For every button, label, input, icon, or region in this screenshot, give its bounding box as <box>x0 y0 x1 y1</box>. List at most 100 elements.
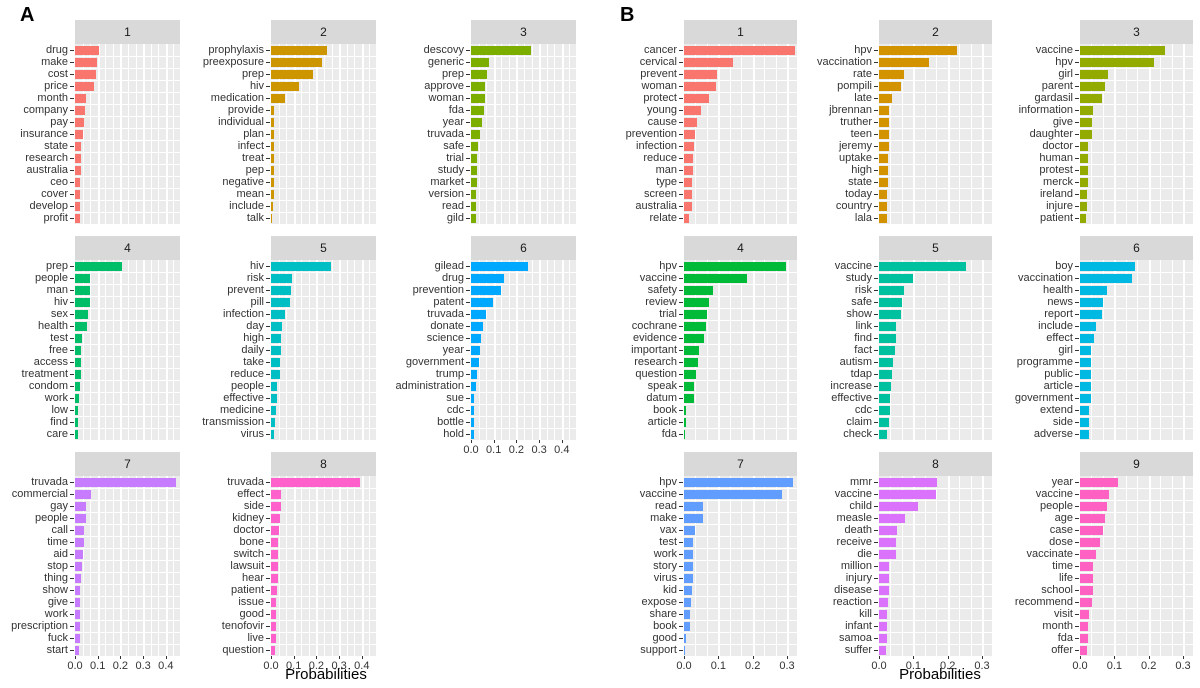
category-label: generic <box>427 56 464 68</box>
minor-gridline <box>369 44 371 224</box>
minor-gridline <box>501 260 503 440</box>
category-gridline <box>1080 92 1193 93</box>
category-label: test <box>659 536 677 548</box>
category-gridline <box>684 176 797 177</box>
category-tick-mark <box>1075 146 1079 147</box>
category-tick-mark <box>466 218 470 219</box>
facet-header-topic-B6: 6 <box>1080 236 1193 260</box>
minor-gridline <box>764 44 766 224</box>
category-label: vaccination <box>816 56 872 68</box>
probability-bar <box>1080 345 1091 355</box>
probability-bar <box>879 597 888 607</box>
major-gridline <box>293 44 296 224</box>
category-tick-mark <box>266 410 270 411</box>
minor-gridline <box>486 44 488 224</box>
category-label: price <box>44 80 68 92</box>
category-tick-mark <box>266 590 270 591</box>
probability-bar <box>471 93 486 103</box>
category-gridline <box>1080 344 1193 345</box>
probability-bar <box>471 369 478 379</box>
category-tick-mark <box>1075 362 1079 363</box>
probability-bar <box>271 561 278 571</box>
category-tick-mark <box>679 614 683 615</box>
x-axis-tick-label: 0.3 <box>1175 660 1191 672</box>
probability-bar <box>271 525 279 535</box>
category-gridline <box>471 116 576 117</box>
minor-gridline <box>764 260 766 440</box>
category-label: prep <box>441 68 464 80</box>
category-tick-mark <box>1075 194 1079 195</box>
facet-header-topic-A4: 4 <box>75 236 180 260</box>
category-label: public <box>1044 368 1073 380</box>
category-tick-mark <box>1075 554 1079 555</box>
category-gridline <box>75 320 180 321</box>
major-gridline <box>1183 476 1186 656</box>
major-gridline <box>97 44 100 224</box>
minor-gridline <box>82 260 84 440</box>
category-label: child <box>849 500 872 512</box>
probability-bar <box>75 69 96 79</box>
category-tick-mark <box>1075 410 1079 411</box>
category-gridline <box>684 644 797 645</box>
category-tick-mark <box>266 218 270 219</box>
category-tick-mark <box>466 182 470 183</box>
category-gridline <box>684 428 797 429</box>
category-label: study <box>437 164 464 176</box>
category-gridline <box>271 524 376 525</box>
category-gridline <box>879 68 992 69</box>
category-gridline <box>879 272 992 273</box>
probability-bar <box>684 585 692 595</box>
category-label: merck <box>1043 176 1073 188</box>
category-gridline <box>684 620 797 621</box>
probability-bar <box>75 273 91 283</box>
panel-b-label: B <box>620 4 635 26</box>
category-tick-mark <box>70 434 74 435</box>
minor-gridline <box>105 44 107 224</box>
category-gridline <box>75 356 180 357</box>
category-label: thing <box>44 572 68 584</box>
category-tick-mark <box>874 266 878 267</box>
category-tick-mark <box>1075 158 1079 159</box>
category-gridline <box>684 152 797 153</box>
probability-bar <box>879 477 937 487</box>
x-axis-tick-mark <box>913 656 915 659</box>
category-gridline <box>684 392 797 393</box>
category-gridline <box>1080 164 1193 165</box>
category-tick-mark <box>266 614 270 615</box>
category-label: mean <box>236 188 264 200</box>
minor-gridline <box>369 260 371 440</box>
category-gridline <box>75 200 180 201</box>
category-label: market <box>430 176 464 188</box>
probability-bar <box>1080 381 1091 391</box>
category-gridline <box>471 152 576 153</box>
facet-header-topic-B4: 4 <box>684 236 797 260</box>
probability-bar <box>1080 537 1101 547</box>
x-axis-tick-label: 0.2 <box>745 660 761 672</box>
x-axis-tick-mark <box>97 656 99 659</box>
category-tick-mark <box>874 566 878 567</box>
minor-gridline <box>158 44 160 224</box>
category-gridline <box>271 584 376 585</box>
probability-bar <box>1080 129 1092 139</box>
probability-bar <box>879 309 901 319</box>
category-label: negative <box>222 176 264 188</box>
minor-gridline <box>741 476 743 656</box>
category-label: patent <box>433 296 464 308</box>
minor-gridline <box>331 44 333 224</box>
category-gridline <box>879 632 992 633</box>
x-axis-tick-label: 0.1 <box>1106 660 1122 672</box>
x-axis-tick-label: 0.2 <box>308 660 325 672</box>
category-gridline <box>879 332 992 333</box>
category-label: kidney <box>232 512 264 524</box>
category-label: recommend <box>1014 596 1073 608</box>
probability-bar <box>1080 45 1166 55</box>
minor-gridline <box>554 44 556 224</box>
major-gridline <box>1114 260 1117 440</box>
category-gridline <box>271 356 376 357</box>
category-tick-mark <box>70 614 74 615</box>
category-gridline <box>271 416 376 417</box>
category-label: treat <box>241 152 264 164</box>
category-label: prevention <box>412 284 464 296</box>
facet-topic-number: 5 <box>320 241 327 255</box>
